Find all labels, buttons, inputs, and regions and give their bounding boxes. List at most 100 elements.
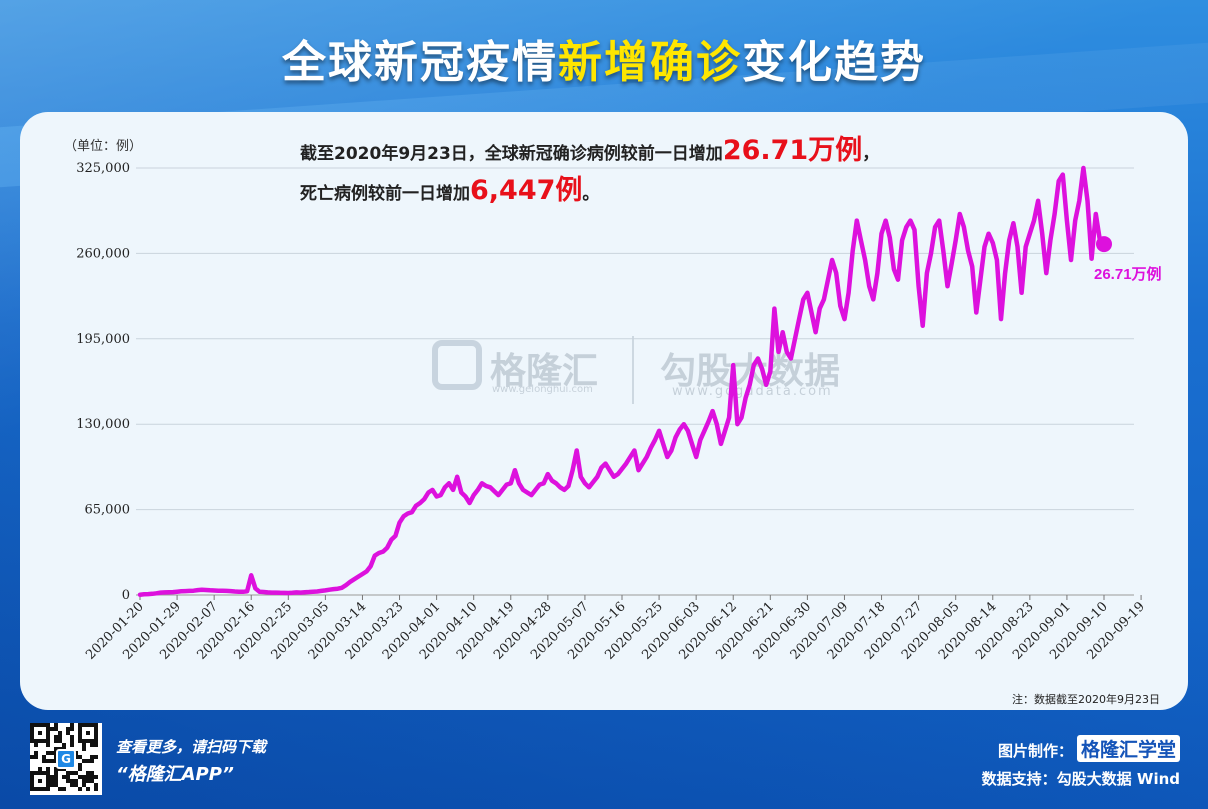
qr-cell [94, 783, 98, 787]
qr-cell [70, 771, 74, 775]
qr-cell [46, 775, 50, 779]
watermark-right-url: www.gogudata.com [672, 384, 833, 399]
footer-scan-text: 查看更多，请扫码下载 [116, 738, 267, 756]
qr-cell [34, 755, 38, 759]
qr-cell [50, 783, 54, 787]
end-value-label: 26.71万例 [1094, 265, 1162, 283]
qr-cell [70, 735, 74, 739]
qr-cell [38, 731, 42, 735]
qr-cell [94, 735, 98, 739]
qr-cell [78, 731, 82, 735]
qr-cell [34, 787, 38, 791]
qr-cell [38, 739, 42, 743]
y-tick-label: 130,000 [76, 417, 130, 432]
headline-line2: 死亡病例较前一日增加6,447例。 [300, 168, 599, 207]
qr-cell [70, 783, 74, 787]
qr-cell [46, 727, 50, 731]
qr-cell [30, 755, 34, 759]
qr-cell [34, 739, 38, 743]
credit-maker: 图片制作： 格隆汇学堂 [998, 735, 1180, 762]
chart-card [20, 112, 1188, 710]
qr-cell [90, 739, 94, 743]
qr-cell [58, 735, 62, 739]
qr-cell [66, 731, 70, 735]
qr-cell [58, 767, 62, 771]
qr-cell [78, 787, 82, 791]
title-part2: 变化趋势 [742, 37, 926, 88]
qr-cell [90, 743, 94, 747]
qr-cell [78, 723, 82, 727]
qr-cell [62, 743, 66, 747]
qr-cell [94, 723, 98, 727]
qr-cell [70, 723, 74, 727]
data-source: 数据支持：勾股大数据 Wind [981, 770, 1180, 788]
qr-cell [30, 779, 34, 783]
headline-text1: 截至2020年9月23日，全球新冠确诊病例较前一日增加 [300, 144, 723, 164]
qr-cell [94, 739, 98, 743]
y-tick-label: 325,000 [76, 161, 130, 176]
qr-cell [54, 735, 58, 739]
qr-cell [30, 727, 34, 731]
y-tick-label: 65,000 [85, 503, 131, 518]
qr-cell [94, 731, 98, 735]
qr-cell [54, 775, 58, 779]
qr-cell [46, 743, 50, 747]
title-highlight: 新增确诊 [558, 37, 742, 88]
qr-cell [34, 751, 38, 755]
qr-cell [38, 779, 42, 783]
qr-cell [70, 727, 74, 731]
y-tick-label: 0 [122, 588, 130, 603]
end-point [1096, 236, 1112, 253]
qr-cell [70, 743, 74, 747]
qr-cell [30, 787, 34, 791]
qr-cell [46, 767, 50, 771]
data-note: 注：数据截至2020年9月23日 [1012, 693, 1160, 706]
qr-cell [38, 771, 42, 775]
qr-cell [50, 779, 54, 783]
qr-cell [46, 771, 50, 775]
qr-cell [54, 727, 58, 731]
gelonghui-logo-icon [432, 340, 482, 390]
qr-cell [78, 735, 82, 739]
qr-cell [66, 771, 70, 775]
qr-logo-icon: G [56, 749, 76, 769]
qr-cell [62, 767, 66, 771]
qr-cell [62, 775, 66, 779]
qr-cell [54, 767, 58, 771]
qr-cell [54, 783, 58, 787]
qr-cell [54, 723, 58, 727]
qr-cell [86, 723, 90, 727]
page-title: 全球新冠疫情新增确诊变化趋势 [0, 26, 1208, 90]
qr-cell [50, 751, 54, 755]
qr-cell [70, 739, 74, 743]
qr-cell [70, 779, 74, 783]
qr-cell [66, 779, 70, 783]
qr-cell [90, 771, 94, 775]
qr-cell [78, 775, 82, 779]
qr-cell [42, 787, 46, 791]
qr-cell [58, 739, 62, 743]
qr-cell [54, 779, 58, 783]
qr-cell [46, 787, 50, 791]
qr-cell [86, 731, 90, 735]
qr-cell [50, 759, 54, 763]
qr-cell [30, 775, 34, 779]
qr-cell [86, 771, 90, 775]
qr-cell [90, 775, 94, 779]
y-tick-label: 260,000 [76, 246, 130, 261]
qr-cell [90, 723, 94, 727]
qr-cell [82, 747, 86, 751]
qr-cell [94, 743, 98, 747]
qr-cell [38, 787, 42, 791]
footer-app-name: “格隆汇APP” [116, 764, 234, 785]
qr-cell [74, 771, 78, 775]
headline-text2: 死亡病例较前一日增加 [300, 184, 470, 204]
qr-cell [34, 771, 38, 775]
qr-cell [86, 787, 90, 791]
qr-cell [50, 727, 54, 731]
qr-cell [58, 731, 62, 735]
qr-code-icon[interactable]: G [30, 723, 102, 795]
qr-cell [94, 727, 98, 731]
credit-brand: 格隆汇学堂 [1076, 735, 1180, 762]
qr-cell [46, 783, 50, 787]
